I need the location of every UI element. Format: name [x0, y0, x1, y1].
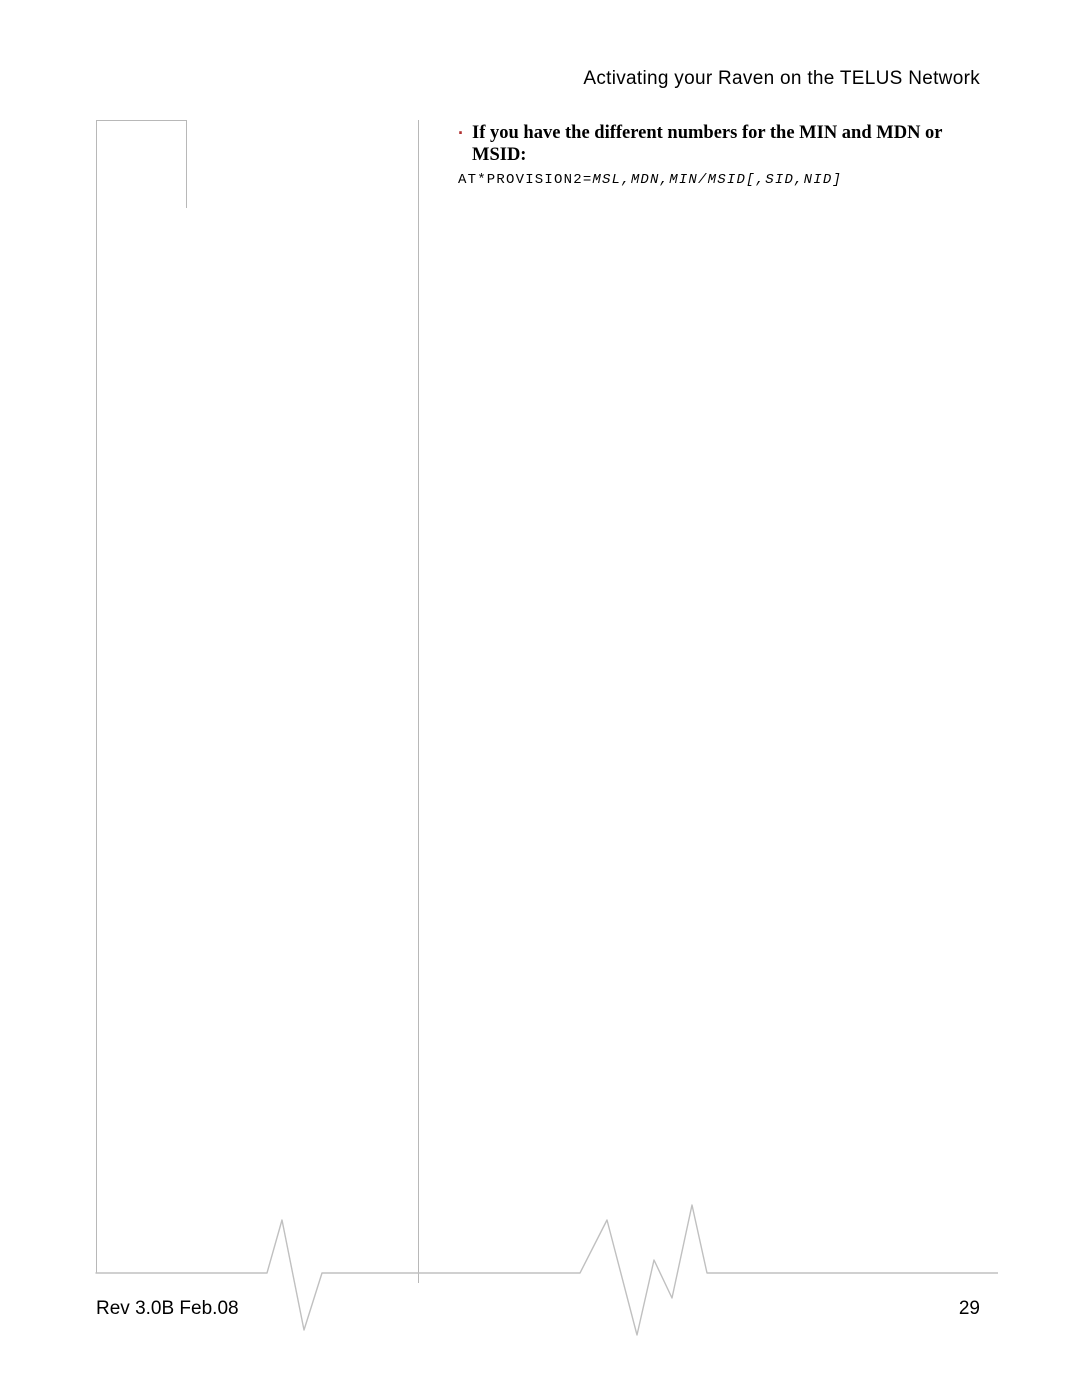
code-prefix: AT*PROVISION2= [458, 172, 592, 188]
bullet-text: If you have the different numbers for th… [472, 122, 978, 166]
rule-vertical-left-outer [96, 120, 97, 1273]
rule-vertical-center [418, 120, 419, 1283]
footer-revision: Rev 3.0B Feb.08 [96, 1298, 239, 1320]
waveform-decoration-icon [82, 1180, 998, 1360]
bullet-row: · If you have the different numbers for … [458, 122, 978, 166]
document-page: Activating your Raven on the TELUS Netwo… [0, 0, 1080, 1397]
bullet-marker-icon: · [458, 122, 464, 144]
page-header-title: Activating your Raven on the TELUS Netwo… [583, 68, 980, 90]
code-args: MSL,MDN,MIN/MSID[,SID,NID] [592, 172, 842, 188]
footer-page-number: 29 [959, 1298, 980, 1320]
rule-vertical-left-inner [186, 120, 187, 208]
bullet-block: · If you have the different numbers for … [458, 122, 978, 166]
code-line: AT*PROVISION2=MSL,MDN,MIN/MSID[,SID,NID] [458, 172, 842, 188]
rule-horizontal-top-left [96, 120, 186, 121]
